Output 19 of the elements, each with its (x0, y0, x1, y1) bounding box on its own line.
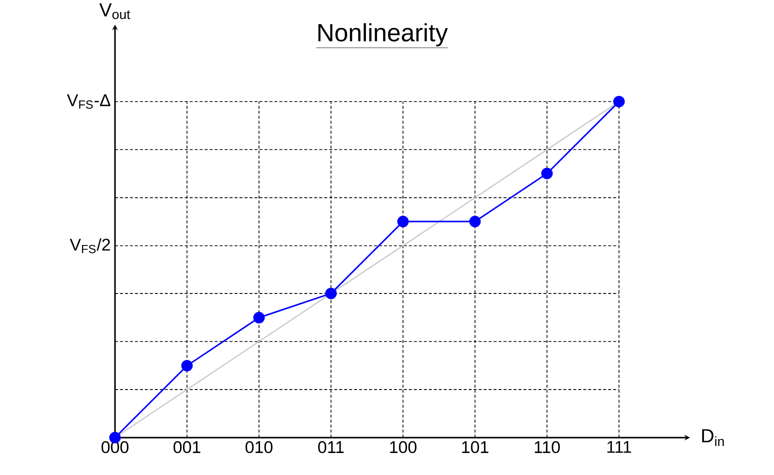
point (613, 96, 625, 108)
point (541, 168, 553, 180)
y-axis-title: V$_{out}$ (99, 4, 130, 20)
point (325, 288, 337, 300)
x-tick-label: 111 (607, 441, 632, 453)
point (253, 312, 265, 324)
point (469, 216, 481, 228)
text: V$_{FS}$/2 (70, 238, 110, 254)
x-tick-label: 100 (390, 441, 416, 454)
point (397, 216, 409, 228)
x-axis-title: D$_{in}$ (702, 429, 724, 446)
text: V$_{FS}$-Δ (66, 94, 110, 109)
point (181, 360, 193, 372)
x-tick-label: 101 (462, 441, 488, 454)
x-tick-label: 110 (534, 441, 560, 454)
x-tick-label: 010 (246, 441, 272, 454)
x-tick-label: 011 (318, 441, 344, 454)
chart-title: Nonlinearity (318, 23, 448, 47)
x-tick-label: 001 (174, 441, 200, 454)
